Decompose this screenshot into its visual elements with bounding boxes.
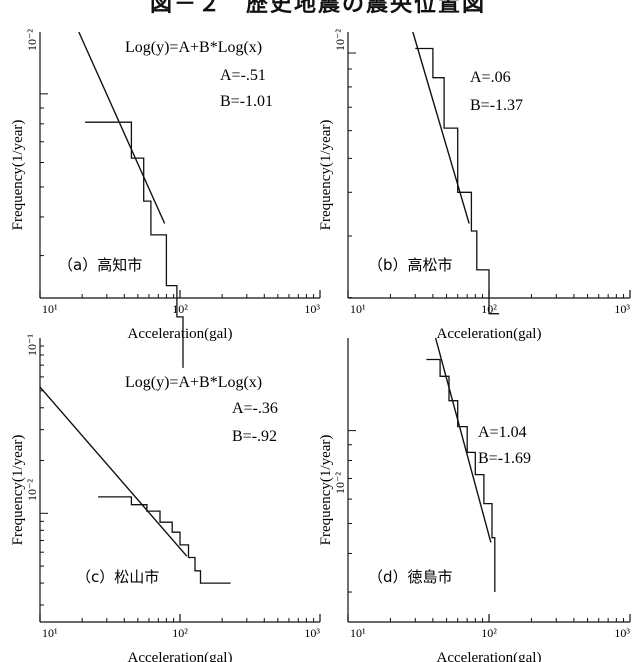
chart4-fit-line bbox=[434, 337, 492, 543]
chart2-x-axis-label: Acceleration(gal) bbox=[437, 326, 542, 342]
chart4-x-axis-label: Acceleration(gal) bbox=[437, 650, 542, 662]
chart3-equation: Log(y)=A+B*Log(x) bbox=[125, 374, 262, 391]
chart1-coef-a: A=-.51 bbox=[220, 67, 266, 84]
chart4-x-tick-label: 10¹ bbox=[350, 626, 366, 640]
chart3-panel-label: （c）松山市 bbox=[76, 568, 159, 586]
chart2-x-tick-label: 10³ bbox=[614, 302, 630, 316]
chart1-y-tick-label: 10⁻² bbox=[25, 29, 39, 51]
chart3-x-tick-label: 10¹ bbox=[42, 626, 58, 640]
chart2-panel-label: （b）高松市 bbox=[368, 256, 453, 274]
chart3-y-axis-label: Frequency(1/year) bbox=[10, 435, 26, 546]
chart3-x-tick-label: 10³ bbox=[304, 626, 320, 640]
chart2-y-axis-label: Frequency(1/year) bbox=[318, 120, 334, 231]
chart1-x-tick-label: 10¹ bbox=[42, 302, 58, 316]
figure-title: 図－２ 歴史地震の震央位置図 bbox=[149, 0, 486, 17]
chart3-x-tick-label: 10² bbox=[172, 626, 188, 640]
chart4-coef-b: B=-1.69 bbox=[478, 450, 531, 467]
chart1-x-axis-label: Acceleration(gal) bbox=[128, 326, 233, 342]
chart4-x-tick-label: 10² bbox=[481, 626, 497, 640]
chart2-coef-b: B=-1.37 bbox=[470, 97, 523, 114]
chart2-step-series bbox=[415, 47, 500, 315]
chart4-y-tick-label: 10⁻² bbox=[333, 472, 347, 494]
chart1-panel-label: （a）高知市 bbox=[58, 256, 142, 274]
chart3-step-series bbox=[98, 496, 231, 584]
chart4-x-tick-label: 10³ bbox=[614, 626, 630, 640]
chart2-coef-a: A=.06 bbox=[470, 69, 511, 86]
chart1-fit-line bbox=[78, 31, 166, 224]
chart2-x-tick-label: 10¹ bbox=[350, 302, 366, 316]
chart4-step-series bbox=[426, 358, 496, 592]
chart1-coef-b: B=-1.01 bbox=[220, 93, 273, 110]
chart2-y-tick-label: 10⁻² bbox=[333, 29, 347, 51]
chart4-panel-label: （d）徳島市 bbox=[368, 568, 453, 586]
chart3-coef-a: A=-.36 bbox=[232, 400, 278, 417]
chart1-x-tick-label: 10² bbox=[172, 302, 188, 316]
chart3-fit-line bbox=[39, 386, 188, 557]
chart3-x-axis-label: Acceleration(gal) bbox=[128, 650, 233, 662]
chart1-y-axis-label: Frequency(1/year) bbox=[10, 120, 26, 231]
chart4-y-axis-label: Frequency(1/year) bbox=[318, 435, 334, 546]
chart1-x-tick-label: 10³ bbox=[304, 302, 320, 316]
chart3-coef-b: B=-.92 bbox=[232, 428, 277, 445]
chart1-equation: Log(y)=A+B*Log(x) bbox=[125, 39, 262, 56]
chart3-y-tick-label: 10⁻² bbox=[25, 479, 39, 501]
chart2-fit-line bbox=[412, 31, 470, 224]
chart3-y-tick-label: 10⁻¹ bbox=[25, 334, 39, 356]
chart4-coef-a: A=1.04 bbox=[478, 424, 527, 441]
